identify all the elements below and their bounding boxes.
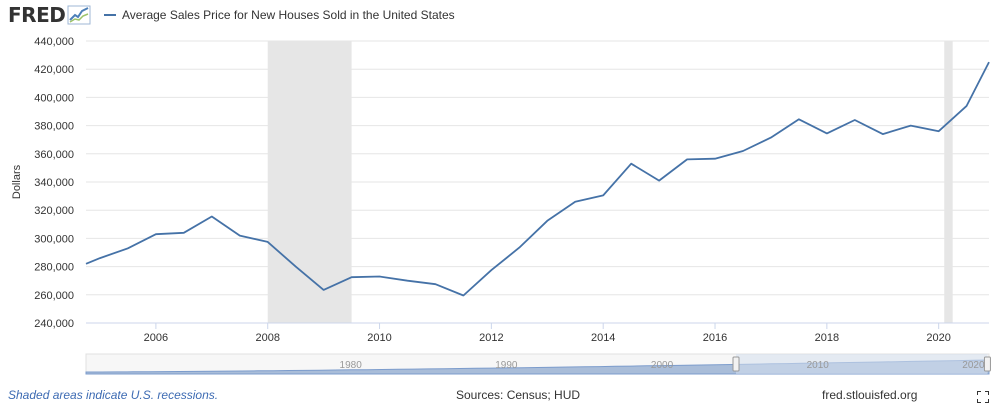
logo-graph-icon (67, 5, 91, 25)
y-tick-label: 420,000 (34, 64, 74, 76)
y-axis-title: Dollars (11, 164, 23, 199)
fullscreen-icon[interactable] (977, 391, 989, 403)
logo-text: FRED (8, 3, 66, 27)
y-tick-label: 280,000 (34, 262, 74, 274)
y-tick-label: 360,000 (34, 149, 74, 161)
x-tick-label: 2008 (255, 332, 279, 344)
legend-label: Average Sales Price for New Houses Sold … (122, 8, 455, 22)
series-line (85, 61, 990, 297)
y-tick-label: 440,000 (34, 36, 74, 48)
x-tick-label: 2020 (926, 332, 950, 344)
x-tick-label: 2010 (367, 332, 391, 344)
y-tick-label: 400,000 (34, 92, 74, 104)
sources-note: Sources: Census; HUD (456, 388, 581, 402)
x-tick-label: 2014 (591, 332, 615, 344)
site-link[interactable]: fred.stlouisfed.org (822, 388, 918, 402)
x-tick-label: 2006 (144, 332, 168, 344)
navigator-handle-right[interactable] (983, 356, 991, 372)
navigator-handle-left[interactable] (732, 356, 740, 372)
navigator-tick-label: 2010 (807, 360, 830, 371)
x-tick-label: 2018 (815, 332, 839, 344)
navigator-tick-label: 2000 (651, 360, 674, 371)
navigator-window[interactable] (736, 354, 988, 374)
legend-swatch (104, 14, 116, 16)
y-tick-label: 320,000 (34, 205, 74, 217)
recession-note: Shaded areas indicate U.S. recessions. (8, 388, 219, 402)
navigator-tick-label: 1980 (340, 360, 363, 371)
y-tick-label: 260,000 (34, 290, 74, 302)
navigator-tick-label: 1990 (495, 360, 518, 371)
chart-header: FRED Average Sales Price for New Houses … (0, 0, 1000, 32)
x-tick-label: 2012 (479, 332, 503, 344)
navigator-tick-label: 2020 (962, 360, 985, 371)
fred-logo[interactable]: FRED (8, 3, 91, 27)
x-tick-label: 2016 (703, 332, 727, 344)
y-tick-label: 240,000 (34, 318, 74, 330)
y-tick-label: 300,000 (34, 233, 74, 245)
y-tick-label: 340,000 (34, 177, 74, 189)
y-tick-label: 380,000 (34, 121, 74, 133)
legend[interactable]: Average Sales Price for New Houses Sold … (104, 8, 455, 22)
